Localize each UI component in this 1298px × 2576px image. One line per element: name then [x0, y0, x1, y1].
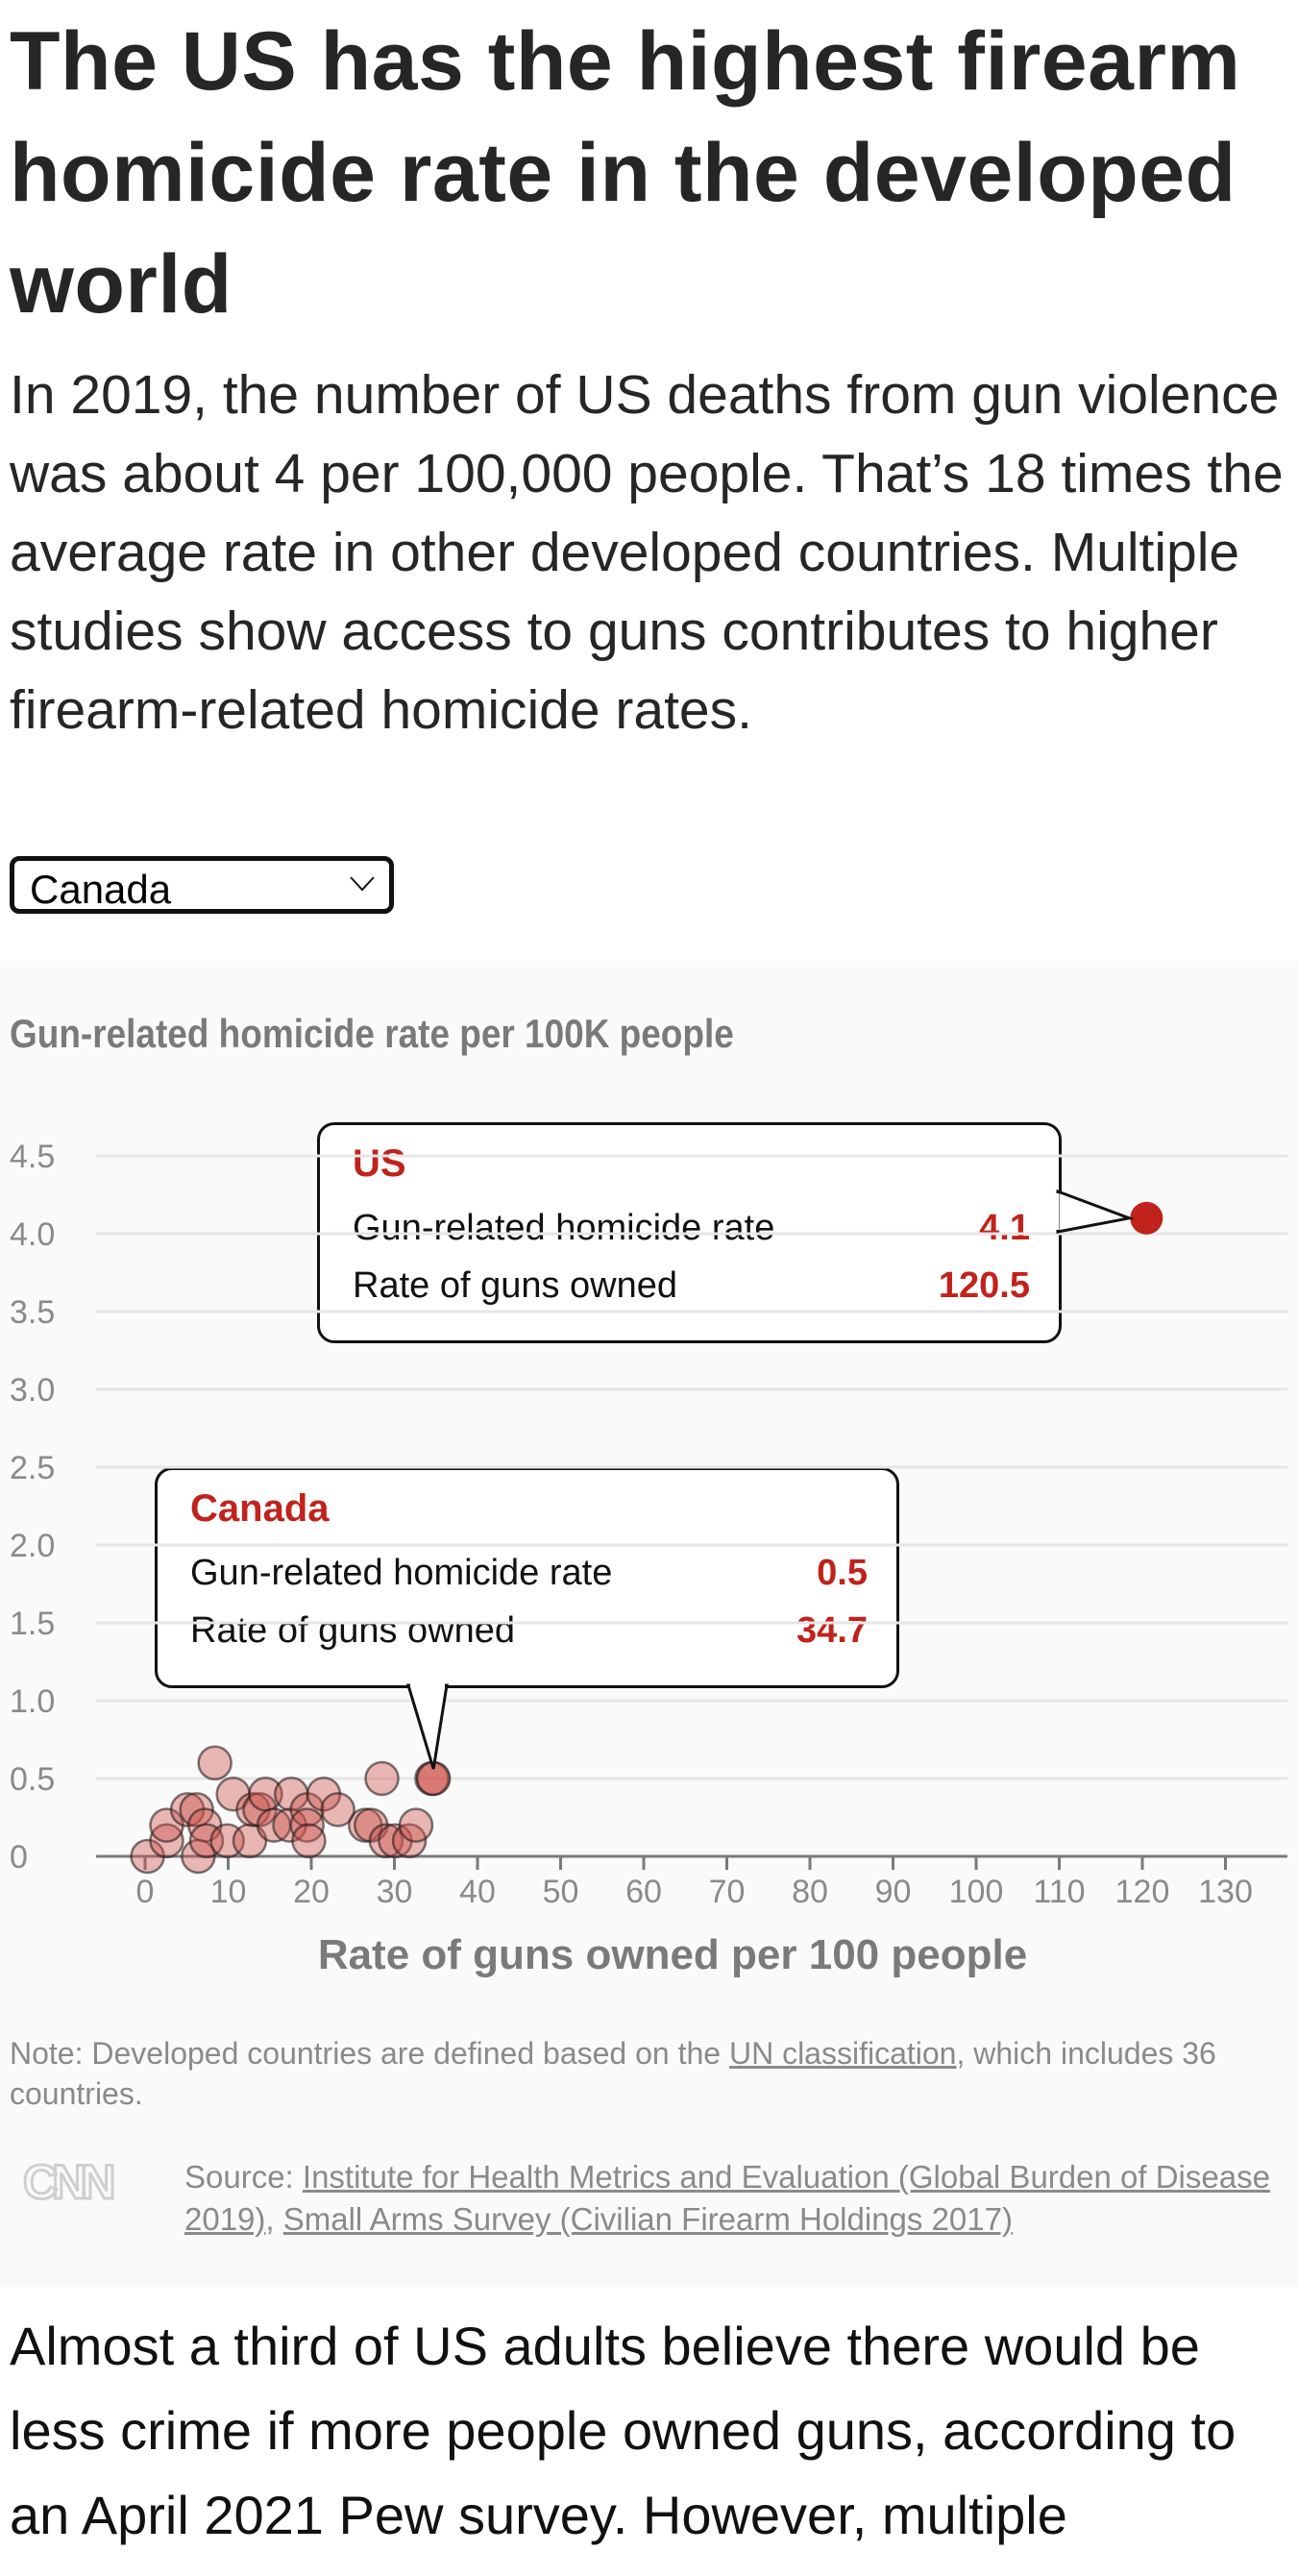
tooltip-pointer-canada	[405, 1683, 449, 1770]
country-select-value: Canada	[30, 867, 172, 912]
svg-text:CNN: CNN	[23, 2156, 112, 2204]
chevron-down-icon	[350, 876, 375, 892]
x-tick-label: 100	[949, 1874, 1004, 1910]
y-tick-label: 0	[10, 1839, 28, 1876]
country-select[interactable]: Canada	[10, 856, 394, 914]
source-sep: ,	[265, 2201, 283, 2237]
tooltip-rate-label: Gun-related homicide rate	[190, 1553, 613, 1593]
x-tick-label: 130	[1198, 1874, 1253, 1910]
y-tick-label: 1.5	[10, 1606, 55, 1642]
chart-source: Source: Institute for Health Metrics and…	[184, 2156, 1270, 2241]
tooltip-canada: Canada Gun-related homicide rate 0.5 Rate…	[155, 1467, 899, 1688]
x-tick-label: 40	[459, 1874, 496, 1910]
x-tick-label: 50	[543, 1874, 579, 1910]
chart-title: Gun-related homicide rate per 100K peopl…	[10, 1011, 734, 1056]
tooltip-country: US	[353, 1142, 406, 1185]
data-point	[398, 1807, 434, 1843]
tooltip-guns-label: Rate of guns owned	[353, 1265, 678, 1306]
tooltip-pointer-mask	[410, 1680, 445, 1687]
x-tick-label: 70	[709, 1874, 746, 1910]
tooltip-rate-label: Gun-related homicide rate	[353, 1208, 775, 1248]
chart-note: Note: Developed countries are defined ba…	[10, 2033, 1259, 2114]
source-label: Source:	[184, 2159, 303, 2195]
data-point	[320, 1792, 355, 1828]
x-tick-label: 60	[625, 1874, 662, 1910]
x-tick-label: 20	[293, 1874, 330, 1910]
data-point-us	[1130, 1201, 1163, 1235]
tooltip-rate-value: 0.5	[817, 1553, 868, 1593]
y-tick-label: 2.0	[10, 1528, 55, 1564]
data-point	[188, 1823, 225, 1859]
tooltip-guns-value: 34.7	[796, 1610, 868, 1651]
x-tick-label: 90	[875, 1874, 912, 1910]
small-arms-survey-link[interactable]: Small Arms Survey (Civilian Firearm Hold…	[282, 2201, 1013, 2237]
y-tick-label: 4.5	[10, 1139, 55, 1175]
note-text-end: , which includes 36 countries.	[10, 2036, 1216, 2111]
data-point	[364, 1760, 400, 1797]
x-axis-label: Rate of guns owned per 100 people	[317, 1931, 1028, 1978]
tooltip-rate-value: 4.1	[979, 1208, 1030, 1248]
x-tick-label: 80	[792, 1874, 828, 1910]
tooltip-pointer-mask	[1053, 1193, 1059, 1230]
x-tick-label: 0	[136, 1874, 155, 1910]
y-tick-label: 0.5	[10, 1761, 55, 1798]
x-tick-label: 30	[377, 1874, 413, 1910]
tooltip-pointer-us	[1056, 1189, 1135, 1234]
data-point	[197, 1745, 233, 1781]
cnn-logo: CNN	[22, 2156, 120, 2204]
y-tick-label: 1.0	[10, 1683, 55, 1720]
page-title: The US has the highest firearm homicide …	[10, 15, 1241, 331]
subtitle: In 2019, the number of US deaths from gu…	[10, 364, 1284, 741]
article-paragraph: Almost a third of US adults believe ther…	[10, 2316, 1237, 2545]
x-tick-label: 110	[1033, 1874, 1085, 1910]
x-tick-label: 10	[210, 1874, 247, 1910]
tooltip-country: Canada	[190, 1487, 330, 1530]
x-tick-label: 120	[1115, 1874, 1170, 1910]
y-tick-label: 4.0	[10, 1216, 55, 1253]
y-tick-label: 3.5	[10, 1294, 55, 1331]
un-classification-link[interactable]: UN classification	[728, 2036, 957, 2071]
tooltip-guns-label: Rate of guns owned	[190, 1610, 516, 1651]
tooltip-guns-value: 120.5	[938, 1265, 1030, 1306]
y-tick-label: 2.5	[10, 1450, 55, 1486]
note-text: Note: Developed countries are defined ba…	[10, 2036, 729, 2071]
ihme-source-link[interactable]: Institute for Health Metrics and Evaluat…	[184, 2159, 1270, 2237]
y-tick-label: 3.0	[10, 1372, 55, 1409]
data-point	[291, 1823, 327, 1859]
scatter-chart: 0 0.5 1.0 1.5 2.0 2.5 3.0 3.5 4.0 4.5 0 10 20 30 40 50 6…	[10, 1139, 1287, 1910]
